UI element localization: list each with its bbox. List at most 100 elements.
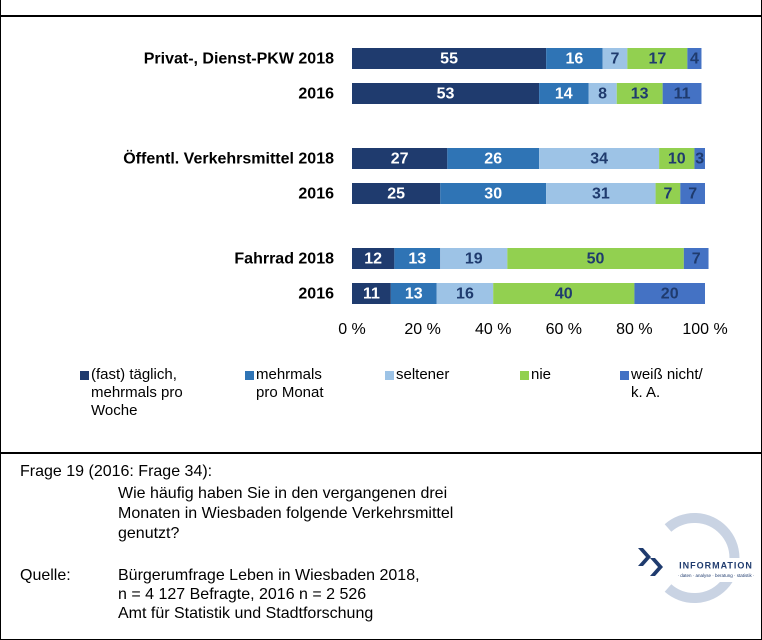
bar-segment [634,283,705,304]
category-label: 2016 [298,86,334,103]
legend-item: mehrmals pro Monat [245,366,345,402]
data-label: 13 [631,86,649,103]
data-label: 7 [663,186,672,203]
category-label: 2016 [298,186,334,203]
legend-swatch [520,371,529,380]
legend-item: seltener [385,366,485,384]
data-label: 8 [598,86,607,103]
x-tick-label: 40 % [475,321,511,338]
bar-segment [539,83,589,104]
data-label: 20 [661,286,679,303]
bar-segment [694,148,705,169]
data-label: 34 [590,151,608,168]
bar-segment [687,48,702,69]
legend-swatch [80,371,89,380]
bar-segment [352,48,547,69]
bar-segment [683,248,709,269]
data-label: 14 [555,86,573,103]
bar-segment [602,48,628,69]
question: Wie häufig haben Sie in den vergangenen … [118,485,454,542]
question-label: Frage 19 (2016: Frage 34): [20,463,213,480]
bar-segment [680,183,705,204]
legend-label: nie [531,366,552,383]
data-label: 31 [592,186,610,203]
data-label: 16 [565,51,583,68]
legend-label: (fast) täglich, mehrmals pro Woche [91,366,183,419]
data-label: 12 [364,251,382,268]
data-label: 4 [690,51,699,68]
source-line: Bürgerumfrage Leben in Wiesbaden 2018, [118,567,420,584]
bar-segment [390,283,437,304]
bar-segment [627,48,688,69]
data-label: 11 [363,286,380,303]
bar-segment [352,248,395,269]
data-label: 3 [695,151,704,168]
source-label: Quelle: [20,567,71,584]
bar-segment [616,83,663,104]
data-label: 19 [465,251,483,268]
legend-label: mehrmals pro Monat [256,366,324,401]
data-label: 10 [668,151,686,168]
logo-arrows [638,548,663,576]
bar-segment [493,283,635,304]
category-label: Fahrrad 2018 [234,251,334,268]
bar-segment [440,248,508,269]
x-tick-label: 100 % [682,321,727,338]
data-label: 25 [387,186,405,203]
x-tick-label: 80 % [616,321,652,338]
bar-segment [352,283,391,304]
legend-item: weiß nicht/ k. A. [620,366,715,402]
bar-segment [440,183,547,204]
bar-segment [659,148,695,169]
bar-segment [588,83,617,104]
bar-segment [662,83,702,104]
category-label: Privat-, Dienst-PKW 2018 [144,51,334,68]
data-label: 40 [555,286,573,303]
bar-segment [352,148,448,169]
data-label: 17 [648,51,666,68]
data-label: 53 [437,86,455,103]
data-label: 55 [440,51,458,68]
legend-swatch [620,371,629,380]
data-label: 11 [674,86,691,103]
data-label: 50 [587,251,605,268]
bar-segment [352,183,441,204]
bar-segment [394,248,441,269]
legend-item: nie [520,366,590,384]
source-line: Amt für Statistik und Stadtforschung [118,605,374,622]
data-label: 26 [484,151,502,168]
x-tick-label: 60 % [546,321,582,338]
legend-label: weiß nicht/ k. A. [631,366,703,401]
category-label: Öffentl. Verkehrsmittel 2018 [123,149,334,168]
data-label: 30 [484,186,502,203]
data-label: 7 [611,51,620,68]
x-tick-label: 0 % [338,321,366,338]
bar-segment [436,283,494,304]
logo-tagline: · daten · analyse · beratung · statistik… [677,573,754,578]
data-label: 7 [692,251,701,268]
category-label: 2016 [298,286,334,303]
bar-segment [655,183,681,204]
bar-segment [546,48,603,69]
legend-swatch [245,371,254,380]
data-label: 13 [405,286,423,303]
legend-swatch [385,371,394,380]
legend-item: (fast) täglich, mehrmals pro Woche [80,366,220,420]
bar-segment [546,183,656,204]
bar-segment [539,148,660,169]
bar-segment [447,148,540,169]
x-tick-label: 20 % [404,321,440,338]
data-label: 7 [688,186,697,203]
bar-segment [352,83,540,104]
data-label: 16 [456,286,474,303]
logo: INFORMATION · daten · analyse · beratung… [638,513,758,603]
logo-name: INFORMATION [679,560,753,570]
data-label: 13 [408,251,426,268]
chart: 0 % 20 % 40 % 60 % 80 % 100 % Privat-, Dienst-… [123,48,728,338]
source-line: n = 4 127 Befragte, 2016 n = 2 526 [118,586,367,603]
data-label: 27 [391,151,409,168]
bar-segment [507,248,684,269]
legend-label: seltener [396,366,450,383]
logo-bg [672,558,758,582]
